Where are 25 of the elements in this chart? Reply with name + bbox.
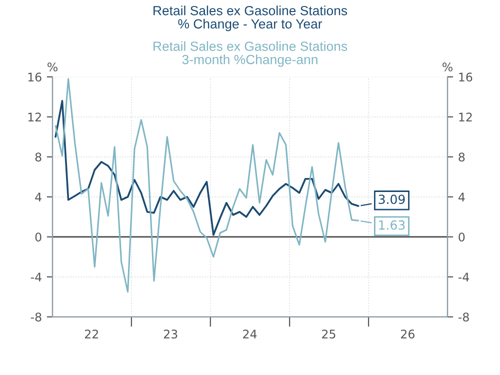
data-label: 1.63: [379, 220, 405, 230]
text: Retail Sales ex Gasoline Stations % Change - Year to Year: [154, 6, 348, 32]
y-axis-title: %: [48, 62, 58, 72]
y-tick-label: 16: [28, 72, 42, 82]
y2-tick-label: 16: [459, 72, 472, 82]
y-tick-label: 8: [35, 152, 42, 162]
y-tick-label: -4: [30, 272, 42, 282]
y2-tick-label: -8: [458, 312, 469, 322]
x-tick-label: 25: [322, 330, 336, 339]
y-tick-label: 12: [28, 112, 41, 122]
data-label: 3.09: [378, 194, 405, 204]
y2-axis-title: %: [442, 62, 452, 72]
y-tick-label: 4: [35, 192, 42, 202]
text: Retail Sales ex Gasoline Stations 3-month %Change-ann: [154, 41, 348, 67]
x-tick-label: 26: [401, 330, 414, 339]
y2-tick-label: 12: [459, 112, 472, 122]
x-tick-label: 24: [243, 330, 257, 338]
x-tick-label: 22: [85, 330, 98, 338]
y2-tick-label: 4: [458, 192, 465, 202]
y2-tick-label: 8: [458, 152, 465, 162]
y2-tick-label: 0: [458, 232, 465, 242]
y2-tick-label: -4: [458, 272, 470, 282]
y-tick-label: 0: [35, 232, 42, 242]
x-tick-label: 23: [164, 330, 178, 339]
y-tick-label: -8: [30, 312, 42, 322]
